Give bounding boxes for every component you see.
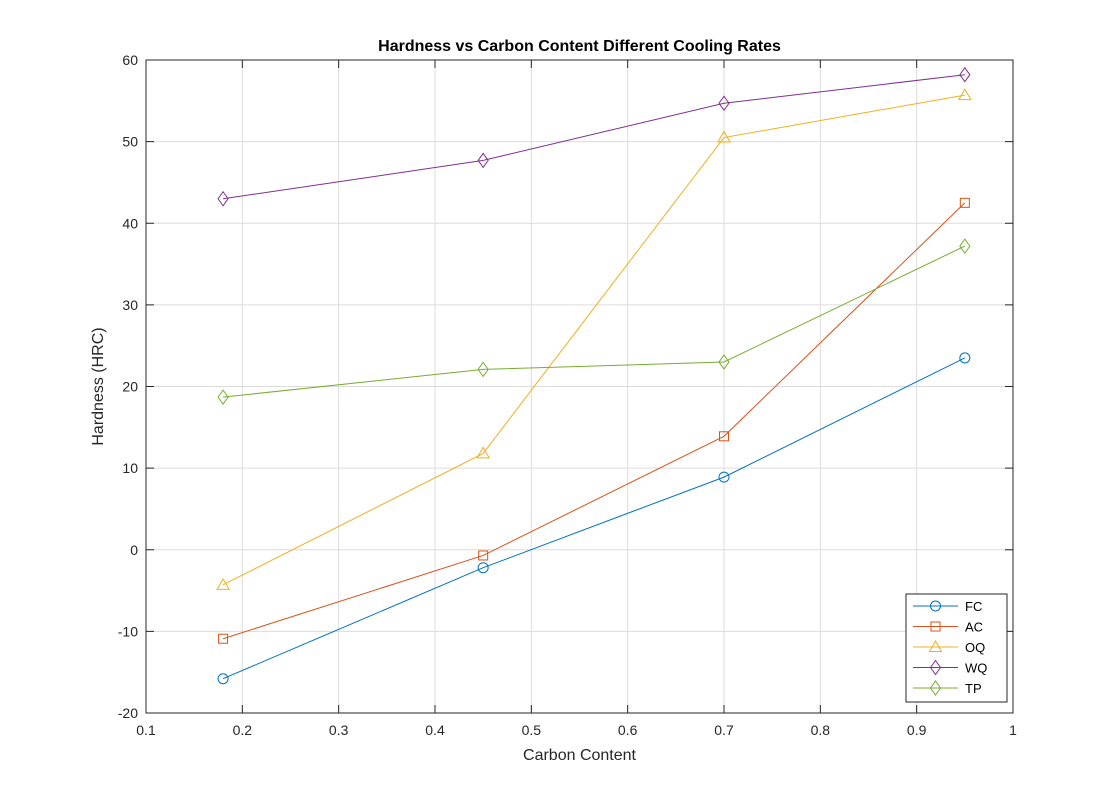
data-point-wq [477,152,489,169]
data-point-fc [718,471,730,483]
series-line-ac [222,202,966,640]
legend-label-oq: OQ [965,640,985,655]
legend-marker-fc [930,600,941,612]
data-point-tp [217,389,229,405]
data-point-fc [477,562,489,574]
x-tick-label: 0.1 [136,722,156,738]
data-point-wq [217,190,229,207]
y-tick-label: 40 [122,215,138,231]
data-point-wq [959,66,971,83]
x-tick-label: 0.7 [714,722,734,738]
x-tick-label: 0.2 [233,722,253,738]
series-line-oq [222,94,965,586]
y-tick-label: 30 [122,297,138,313]
x-tick-label: 0.4 [425,722,445,738]
legend-marker-ac [930,621,941,632]
x-tick-label: 0.3 [329,722,349,738]
legend-entry-oq: OQ [913,639,985,655]
legend-label-tp: TP [965,681,982,696]
y-tick-label: 0 [130,542,138,558]
legend-entry-tp: TP [913,680,982,696]
y-tick-label: -10 [118,623,138,639]
x-tick-label: 1 [1009,722,1017,738]
data-point-oq [476,446,491,459]
x-axis-title: Carbon Content [523,747,637,764]
data-point-oq [216,577,230,590]
legend-label-fc: FC [965,599,982,614]
y-tick-label: 20 [122,379,138,395]
grid-lines [146,60,1013,713]
x-tick-label: 0.8 [811,722,831,738]
series-ac [218,197,970,644]
y-tick-label: 10 [122,460,138,476]
legend: FC AC OQ WQ TP [905,593,1008,703]
legend-box [905,593,1008,703]
data-point-oq [957,88,972,101]
series-line-tp [223,245,966,398]
legend-label-ac: AC [965,620,983,635]
series-group [216,66,972,685]
series-line-wq [222,74,965,200]
data-point-ac [218,633,229,644]
x-tick-label: 0.9 [907,722,927,738]
y-tick-label: -20 [118,705,138,721]
x-tick-label: 0.6 [618,722,638,738]
legend-marker-oq [928,639,943,652]
series-tp [217,238,971,405]
legend-entry-wq: WQ [913,659,987,676]
data-point-tp [718,354,730,370]
legend-entry-ac: AC [913,620,983,635]
legend-entry-fc: FC [913,599,982,614]
data-point-tp [959,238,971,254]
data-point-ac [478,550,489,561]
y-tick-label: 50 [122,134,138,150]
data-point-fc [959,352,971,364]
x-tick-label: 0.5 [522,722,542,738]
legend-marker-tp [929,680,942,696]
legend-label-wq: WQ [965,661,987,676]
legend-marker-wq [929,659,942,676]
data-point-ac [719,431,729,442]
series-wq [217,66,971,207]
data-point-oq [717,130,731,143]
data-point-wq [718,95,730,112]
axis-ticks: 0.1 0.2 0.3 0.4 0.5 0.6 0.7 0.8 0.9 1 -20 -10 0 10 20 3… [118,52,1017,738]
chart-title: Hardness vs Carbon Content Different Coo… [378,38,781,55]
series-oq [216,88,972,590]
series-fc [217,352,971,685]
data-point-tp [477,361,489,378]
y-axis-title: Hardness (HRC) [90,327,107,445]
data-point-fc [217,673,229,685]
y-tick-label: 60 [122,52,138,68]
series-line-fc [222,357,966,680]
data-point-ac [959,197,970,208]
